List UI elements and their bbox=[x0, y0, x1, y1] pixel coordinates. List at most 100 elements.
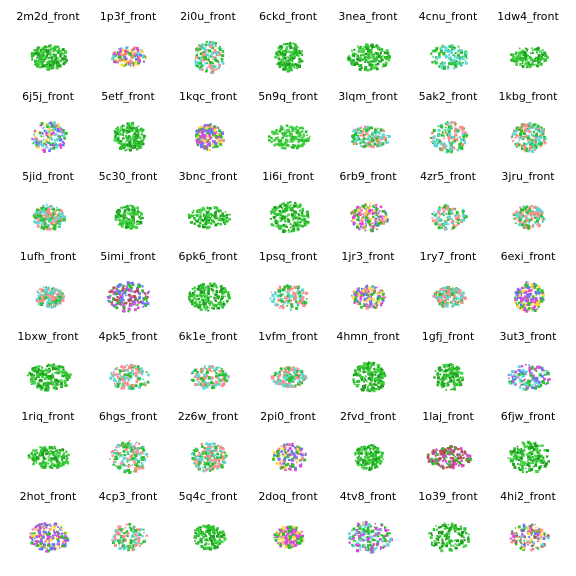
atom-dot bbox=[454, 207, 456, 210]
atom-dot bbox=[123, 285, 126, 287]
atom-dot bbox=[452, 46, 455, 50]
atom-dot bbox=[129, 221, 133, 225]
atom-dot bbox=[439, 63, 442, 65]
atom-dot bbox=[215, 145, 219, 148]
atom-dot bbox=[44, 207, 48, 211]
atom-dot bbox=[59, 215, 62, 218]
atom-dot bbox=[49, 219, 53, 223]
atom-dot bbox=[122, 59, 125, 62]
atom-dot bbox=[122, 368, 126, 372]
atom-dot bbox=[443, 142, 446, 146]
atom-dot bbox=[203, 213, 205, 215]
atom-dot bbox=[118, 372, 121, 375]
atom-dot bbox=[116, 373, 120, 376]
atom-dot bbox=[54, 48, 56, 51]
atom-dot bbox=[222, 301, 225, 304]
atom-dot bbox=[56, 293, 58, 296]
atom-dot bbox=[33, 378, 36, 382]
atom-dot bbox=[128, 212, 132, 215]
atom-dot bbox=[352, 290, 355, 293]
atom-dot bbox=[54, 368, 57, 371]
atom-dot bbox=[49, 148, 52, 150]
atom-dot bbox=[527, 127, 531, 130]
atom-dot bbox=[300, 134, 302, 137]
atom-dot bbox=[530, 296, 533, 299]
atom-dot bbox=[290, 204, 292, 207]
atom-dot bbox=[33, 140, 36, 143]
atom-dot bbox=[131, 208, 133, 211]
atom-dot bbox=[459, 289, 462, 293]
atom-dot bbox=[370, 212, 372, 215]
structure-label: 6k1e_front bbox=[178, 330, 238, 343]
atom-dot bbox=[46, 371, 49, 374]
atom-dot bbox=[51, 289, 54, 293]
atom-dot bbox=[542, 139, 545, 142]
atom-dot bbox=[375, 138, 378, 142]
atom-dot bbox=[288, 205, 291, 209]
atom-dot bbox=[277, 206, 280, 209]
atom-dot bbox=[122, 284, 125, 288]
atom-dot bbox=[371, 286, 373, 289]
atom-dot bbox=[464, 51, 468, 55]
atom-dot bbox=[120, 206, 123, 209]
atom-dot bbox=[137, 211, 140, 213]
atom-dot bbox=[286, 42, 289, 45]
atom-dot bbox=[116, 132, 119, 135]
atom-dot bbox=[54, 221, 57, 224]
atom-dot bbox=[214, 210, 217, 213]
atom-dot bbox=[137, 290, 140, 294]
atom-dot bbox=[452, 54, 455, 57]
atom-dot bbox=[281, 228, 284, 230]
atom-dot bbox=[518, 288, 521, 291]
atom-dot bbox=[217, 303, 219, 305]
atom-dot bbox=[303, 142, 306, 146]
atom-dot bbox=[199, 291, 202, 294]
atom-dot bbox=[206, 148, 208, 151]
atom-dot bbox=[363, 53, 366, 57]
atom-dot bbox=[205, 221, 208, 224]
atom-dot bbox=[217, 47, 220, 49]
atom-dot bbox=[438, 52, 441, 55]
atom-dot bbox=[208, 376, 211, 379]
atom-dot bbox=[128, 294, 131, 297]
atom-dot bbox=[539, 209, 543, 212]
atom-dot bbox=[456, 130, 459, 132]
atom-dot bbox=[133, 126, 136, 130]
atom-dot bbox=[286, 62, 290, 66]
atom-dot bbox=[195, 133, 198, 135]
atom-dot bbox=[360, 45, 362, 48]
atom-dot bbox=[438, 208, 441, 212]
atom-dot bbox=[383, 217, 387, 221]
atom-dot bbox=[213, 284, 217, 288]
atom-dot bbox=[350, 63, 354, 66]
atom-dot bbox=[520, 59, 523, 62]
atom-dot bbox=[114, 135, 117, 139]
atom-dot bbox=[382, 129, 385, 133]
atom-dot bbox=[122, 137, 125, 140]
atom-dot bbox=[50, 121, 53, 123]
atom-dot bbox=[374, 223, 377, 226]
atom-dot bbox=[212, 47, 215, 50]
atom-dot bbox=[124, 54, 126, 57]
atom-dot bbox=[227, 294, 231, 298]
atom-dot bbox=[54, 301, 57, 304]
atom-dot bbox=[125, 47, 128, 50]
atom-dot bbox=[59, 139, 62, 142]
atom-dot bbox=[456, 56, 459, 60]
atom-dot bbox=[45, 304, 49, 308]
atom-dot bbox=[212, 56, 215, 58]
atom-dot bbox=[526, 210, 529, 214]
atom-dot bbox=[35, 210, 38, 214]
atom-dot bbox=[53, 126, 55, 128]
structure-label: 3lqm_front bbox=[338, 90, 398, 103]
atom-dot bbox=[536, 60, 538, 62]
atom-dot bbox=[521, 64, 524, 68]
protein-thumbnail-cell: 6k1e_front bbox=[168, 328, 248, 408]
atom-dot bbox=[190, 294, 194, 298]
atom-dot bbox=[274, 208, 277, 212]
atom-dot bbox=[377, 131, 380, 134]
atom-dot bbox=[37, 62, 41, 66]
atom-dot bbox=[215, 294, 219, 297]
atom-dot bbox=[38, 131, 42, 135]
atom-dot bbox=[194, 63, 197, 66]
